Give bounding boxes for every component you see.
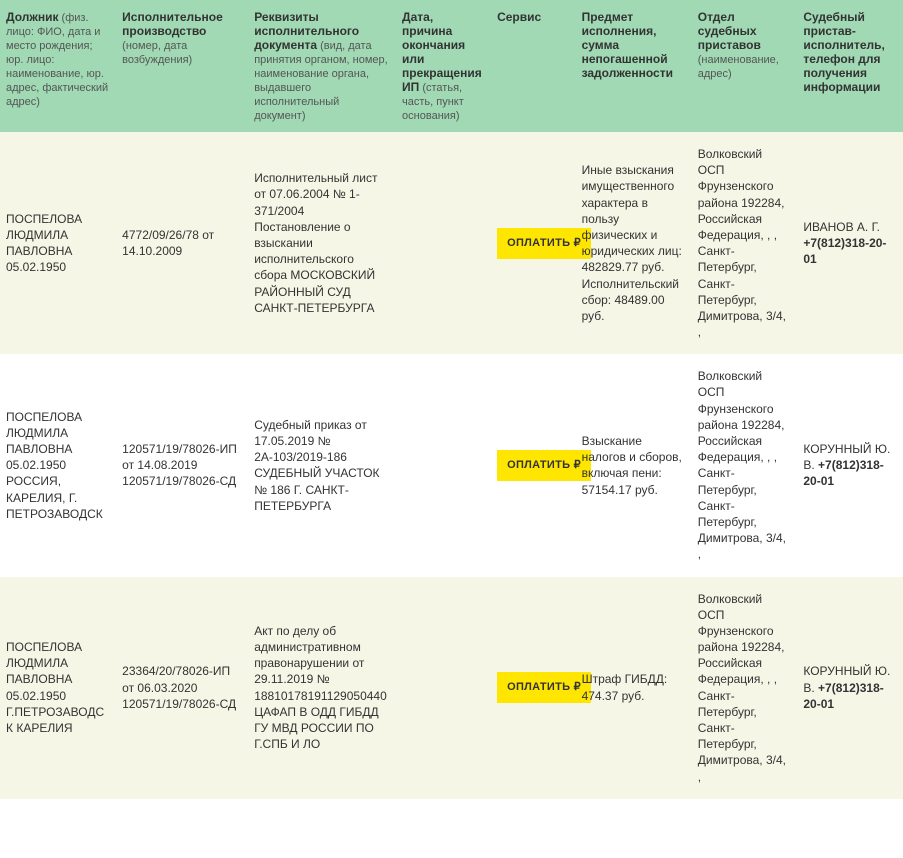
- cell-document: Судебный приказ от 17.05.2019 № 2А-103/2…: [248, 354, 396, 576]
- col-header-officer: Судебный пристав-исполнитель, телефон дл…: [797, 0, 903, 132]
- pay-button[interactable]: ОПЛАТИТЬ ₽: [497, 228, 591, 259]
- cell-proceeding: 4772/09/26/78 от 14.10.2009: [116, 132, 248, 354]
- cell-service: ОПЛАТИТЬ ₽: [491, 577, 575, 799]
- col-title: Сервис: [497, 10, 541, 24]
- col-title: Предмет исполнения, сумма непогашенной з…: [582, 10, 673, 80]
- officer-name: ИВАНОВ А. Г.: [803, 220, 880, 234]
- cell-debtor: ПОСПЕЛОВА ЛЮДМИЛА ПАВЛОВНА 05.02.1950 РО…: [0, 354, 116, 576]
- col-title: Судебный пристав-исполнитель, телефон дл…: [803, 10, 884, 94]
- cell-department: Волковский ОСП Фрунзенского района 19228…: [692, 354, 798, 576]
- col-title: Должник: [6, 10, 59, 24]
- cell-termination: [396, 132, 491, 354]
- cell-document: Акт по делу об административном правонар…: [248, 577, 396, 799]
- col-sub: (наименование, адрес): [698, 54, 779, 80]
- cell-service: ОПЛАТИТЬ ₽: [491, 132, 575, 354]
- officer-phone: +7(812)318-20-01: [803, 458, 883, 488]
- col-header-proceeding: Исполнительное производство (номер, дата…: [116, 0, 248, 132]
- col-sub: (физ. лицо: ФИО, дата и место рождения; …: [6, 12, 108, 108]
- cell-officer: КОРУННЫЙ Ю. В. +7(812)318-20-01: [797, 354, 903, 576]
- col-sub: (номер, дата возбуждения): [122, 40, 192, 66]
- col-header-document: Реквизиты исполнительного документа (вид…: [248, 0, 396, 132]
- table-body: ПОСПЕЛОВА ЛЮДМИЛА ПАВЛОВНА 05.02.1950477…: [0, 132, 903, 799]
- cell-service: ОПЛАТИТЬ ₽: [491, 354, 575, 576]
- col-title: Исполнительное производство: [122, 10, 223, 38]
- officer-phone: +7(812)318-20-01: [803, 681, 883, 711]
- cell-termination: [396, 354, 491, 576]
- col-header-department: Отдел судебных приставов (наименование, …: [692, 0, 798, 132]
- cell-department: Волковский ОСП Фрунзенского района 19228…: [692, 132, 798, 354]
- cell-officer: ИВАНОВ А. Г. +7(812)318-20-01: [797, 132, 903, 354]
- col-header-debtor: Должник (физ. лицо: ФИО, дата и место ро…: [0, 0, 116, 132]
- pay-button[interactable]: ОПЛАТИТЬ ₽: [497, 672, 591, 703]
- table-header: Должник (физ. лицо: ФИО, дата и место ро…: [0, 0, 903, 132]
- cell-department: Волковский ОСП Фрунзенского района 19228…: [692, 577, 798, 799]
- col-title: Отдел судебных приставов: [698, 10, 761, 52]
- pay-button[interactable]: ОПЛАТИТЬ ₽: [497, 450, 591, 481]
- cell-proceeding: 120571/19/78026-ИП от 14.08.2019 120571/…: [116, 354, 248, 576]
- officer-phone: +7(812)318-20-01: [803, 236, 886, 266]
- cell-officer: КОРУННЫЙ Ю. В. +7(812)318-20-01: [797, 577, 903, 799]
- cell-document: Исполнительный лист от 07.06.2004 № 1-37…: [248, 132, 396, 354]
- table-row: ПОСПЕЛОВА ЛЮДМИЛА ПАВЛОВНА 05.02.1950 Г.…: [0, 577, 903, 799]
- cell-termination: [396, 577, 491, 799]
- table-row: ПОСПЕЛОВА ЛЮДМИЛА ПАВЛОВНА 05.02.1950477…: [0, 132, 903, 354]
- cell-debtor: ПОСПЕЛОВА ЛЮДМИЛА ПАВЛОВНА 05.02.1950 Г.…: [0, 577, 116, 799]
- col-header-termination: Дата, причина окончания или прекращения …: [396, 0, 491, 132]
- cell-proceeding: 23364/20/78026-ИП от 06.03.2020 120571/1…: [116, 577, 248, 799]
- table-row: ПОСПЕЛОВА ЛЮДМИЛА ПАВЛОВНА 05.02.1950 РО…: [0, 354, 903, 576]
- cell-subject: Штраф ГИБДД: 474.37 руб.: [576, 577, 692, 799]
- col-sub: (вид, дата принятия органом, номер, наим…: [254, 40, 387, 122]
- col-header-subject: Предмет исполнения, сумма непогашенной з…: [576, 0, 692, 132]
- cell-subject: Иные взыскания имущественного характера …: [576, 132, 692, 354]
- cell-debtor: ПОСПЕЛОВА ЛЮДМИЛА ПАВЛОВНА 05.02.1950: [0, 132, 116, 354]
- col-header-service: Сервис: [491, 0, 575, 132]
- enforcement-proceedings-table: Должник (физ. лицо: ФИО, дата и место ро…: [0, 0, 903, 799]
- cell-subject: Взыскание налогов и сборов, включая пени…: [576, 354, 692, 576]
